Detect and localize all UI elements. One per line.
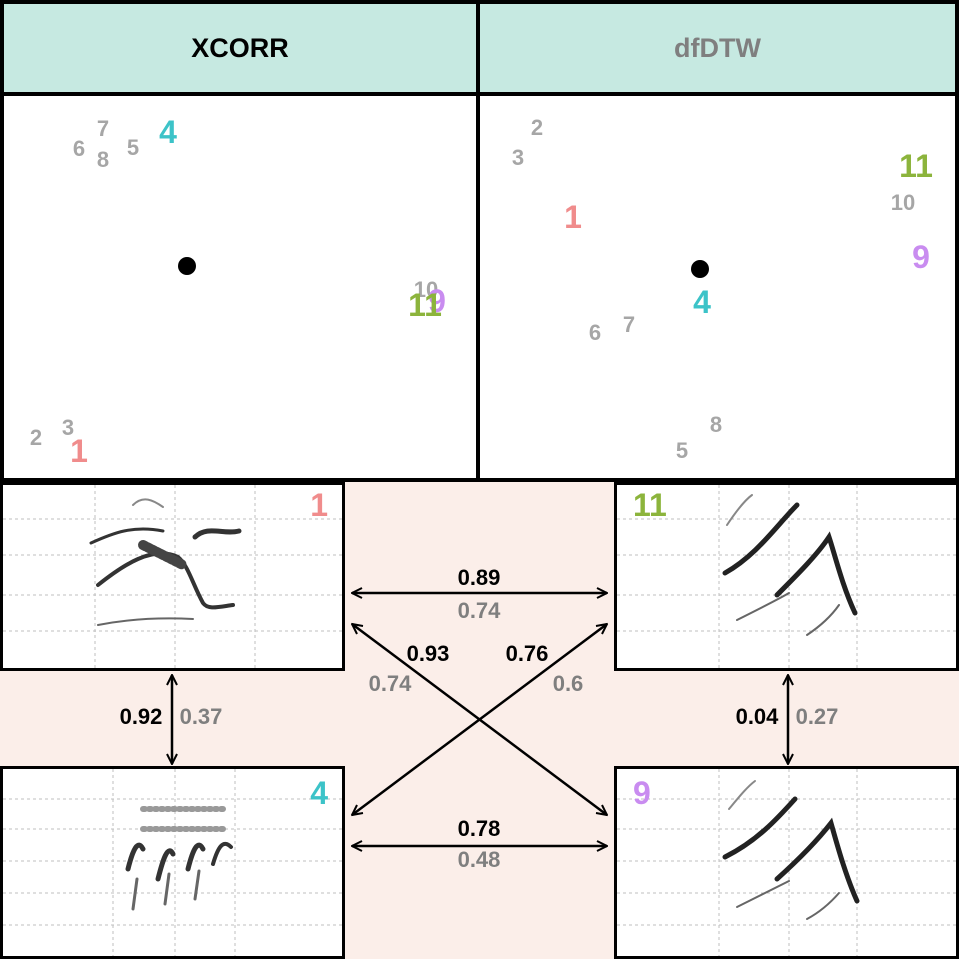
xcorr-point-label: 2	[29, 425, 43, 450]
dfdtw-point-label: 10	[890, 190, 916, 215]
spectrogram-4-id: 4	[310, 775, 328, 811]
xcorr-point-label: 6	[72, 136, 86, 161]
dfdtw-embedding-panel: 2 3 10 6 7 8 5 11 1 9 4	[476, 92, 959, 482]
xcorr-point-label: 10	[413, 277, 439, 302]
dfdtw-id4-label: 4	[693, 284, 711, 320]
spectrogram-11-id: 11	[633, 487, 667, 523]
dfdtw-point-label: 2	[530, 115, 544, 140]
dfdtw-id11-label: 11	[899, 148, 933, 184]
right-xcorr-value: 0.04	[735, 704, 779, 729]
diag-up-dfdtw-value: 0.6	[552, 671, 584, 696]
dfdtw-id1-label: 1	[564, 199, 582, 235]
xcorr-title: XCORR	[191, 32, 289, 63]
spectrogram-4-image	[3, 769, 342, 956]
spectrogram-9: 9	[614, 766, 959, 959]
xcorr-embedding-panel: 7 6 8 5 10 2 3 4 9 11 1	[0, 92, 480, 482]
xcorr-header: XCORR	[0, 0, 480, 96]
spectrogram-4: 4	[0, 766, 345, 959]
spectrogram-1: 1	[0, 482, 345, 671]
dfdtw-header: dfDTW	[476, 0, 959, 96]
xcorr-id9-label: 9	[428, 283, 446, 319]
right-dfdtw-value: 0.27	[795, 704, 839, 729]
xcorr-id1-label: 1	[70, 433, 88, 469]
diag-down-xcorr-value: 0.93	[406, 641, 450, 666]
spectrogram-11-image	[617, 485, 956, 668]
diag-down-dfdtw-value: 0.74	[368, 671, 412, 696]
bottom-xcorr-value: 0.78	[457, 816, 501, 841]
xcorr-point-label: 7	[96, 116, 110, 141]
xcorr-id11-label: 11	[408, 287, 442, 323]
xcorr-point-label: 5	[126, 135, 140, 160]
top-xcorr-value: 0.89	[457, 565, 501, 590]
diag-up-xcorr-value: 0.76	[505, 641, 549, 666]
spectrogram-11: 11	[614, 482, 959, 671]
dfdtw-id9-label: 9	[912, 239, 930, 275]
dfdtw-point-label: 3	[511, 145, 525, 170]
xcorr-point-label: 3	[61, 415, 75, 440]
dfdtw-title: dfDTW	[674, 32, 761, 63]
top-dfdtw-value: 0.74	[457, 598, 501, 623]
left-dfdtw-value: 0.37	[179, 704, 223, 729]
dfdtw-point-label: 5	[675, 438, 689, 463]
bottom-dfdtw-value: 0.48	[457, 847, 501, 872]
dfdtw-point-label: 6	[588, 320, 602, 345]
dfdtw-point-label: 8	[709, 412, 723, 437]
dfdtw-reference-dot	[691, 260, 709, 278]
spectrogram-1-id: 1	[310, 487, 328, 523]
spectrogram-9-image	[617, 769, 956, 956]
spectrogram-9-id: 9	[633, 775, 651, 811]
dfdtw-point-label: 7	[622, 312, 636, 337]
left-xcorr-value: 0.92	[119, 704, 163, 729]
xcorr-reference-dot	[178, 257, 196, 275]
spectrogram-1-image	[3, 485, 342, 668]
xcorr-point-label: 8	[96, 147, 110, 172]
xcorr-id4-label: 4	[159, 114, 177, 150]
